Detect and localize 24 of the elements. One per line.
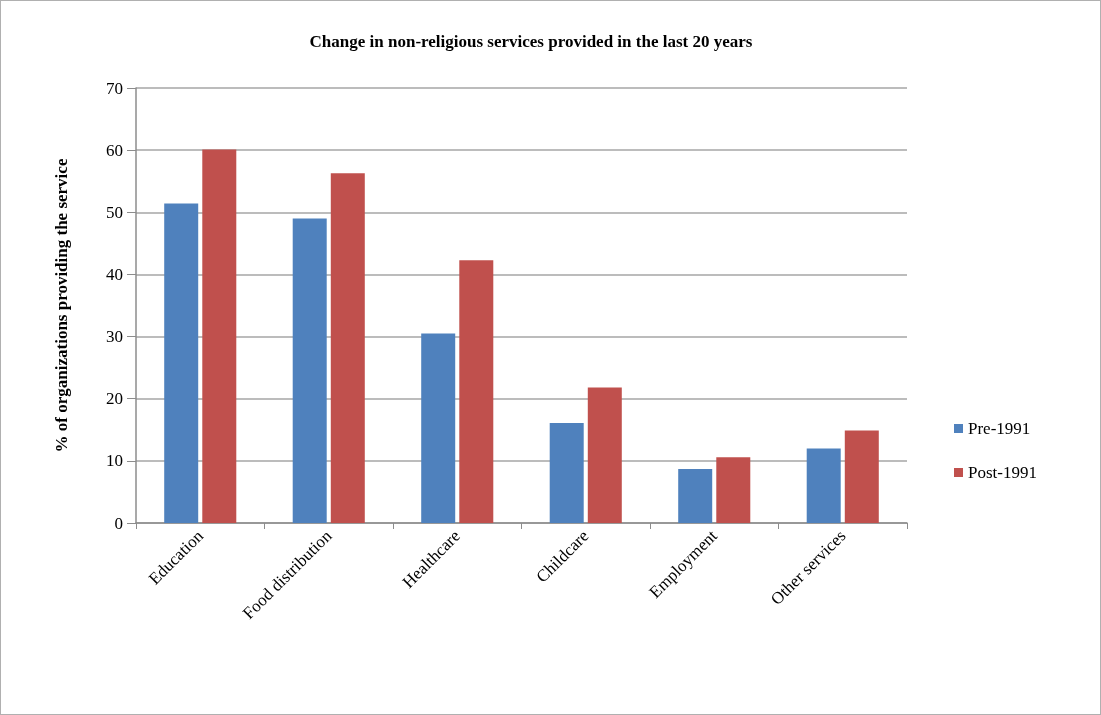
bar <box>678 468 713 523</box>
legend-label: Post-1991 <box>968 463 1037 482</box>
y-tick-label: 60 <box>106 140 123 160</box>
bar <box>716 457 751 523</box>
y-tick-label: 50 <box>106 202 123 222</box>
bar <box>164 203 199 523</box>
y-tick-label: 40 <box>106 264 123 284</box>
bar <box>292 218 327 523</box>
bar <box>806 448 841 523</box>
bar <box>459 260 494 523</box>
bar <box>587 387 622 523</box>
legend-label: Pre-1991 <box>968 419 1031 438</box>
chart-title: Change in non-religious services provided in the last 20 years <box>309 32 753 51</box>
bar <box>330 173 365 523</box>
y-tick-label: 10 <box>106 451 123 471</box>
y-axis-title: % of organizations providing the service <box>52 158 71 453</box>
y-tick-label: 0 <box>114 513 123 533</box>
y-tick-label: 20 <box>106 389 123 409</box>
bar <box>549 422 584 523</box>
y-tick-label: 70 <box>106 78 123 98</box>
y-tick-label: 30 <box>106 327 123 347</box>
bar <box>421 333 456 523</box>
bar <box>202 149 237 523</box>
bar <box>844 430 879 523</box>
